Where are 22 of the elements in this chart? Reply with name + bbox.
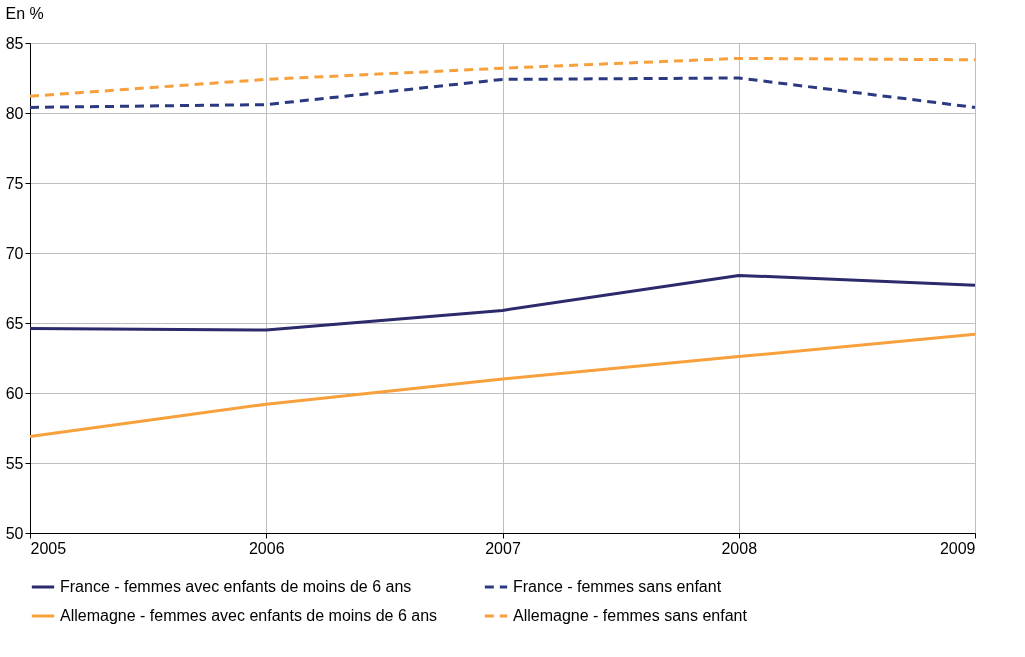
legend-label: Allemagne - femmes avec enfants de moins de 6 ans [60, 607, 438, 624]
line-series [28, 273, 977, 332]
x-tick-label: 2005 [30, 539, 67, 557]
y-tick-label: 70 [5, 244, 24, 262]
x-tick-label: 2009 [939, 539, 976, 557]
y-tick-label: 65 [5, 314, 24, 332]
y-tick-label: 75 [5, 174, 24, 192]
legend-label: France - femmes avec enfants de moins de 6 ans [60, 578, 412, 595]
line-series [28, 56, 977, 98]
y-tick-label: 55 [5, 454, 24, 472]
line-series [28, 332, 977, 438]
x-tick-label: 2008 [721, 539, 758, 557]
legend-label: Allemagne - femmes sans enfant [513, 607, 748, 624]
legend-label: France - femmes sans enfant [513, 578, 722, 595]
line-series [28, 76, 977, 109]
x-tick-label: 2007 [485, 539, 521, 557]
y-tick-label: 50 [5, 524, 24, 542]
x-tick-label: 2006 [248, 539, 285, 557]
y-tick-label: 85 [5, 34, 24, 52]
y-axis-title: En % [5, 4, 44, 22]
y-tick-label: 80 [5, 104, 24, 122]
y-tick-label: 60 [5, 384, 24, 402]
